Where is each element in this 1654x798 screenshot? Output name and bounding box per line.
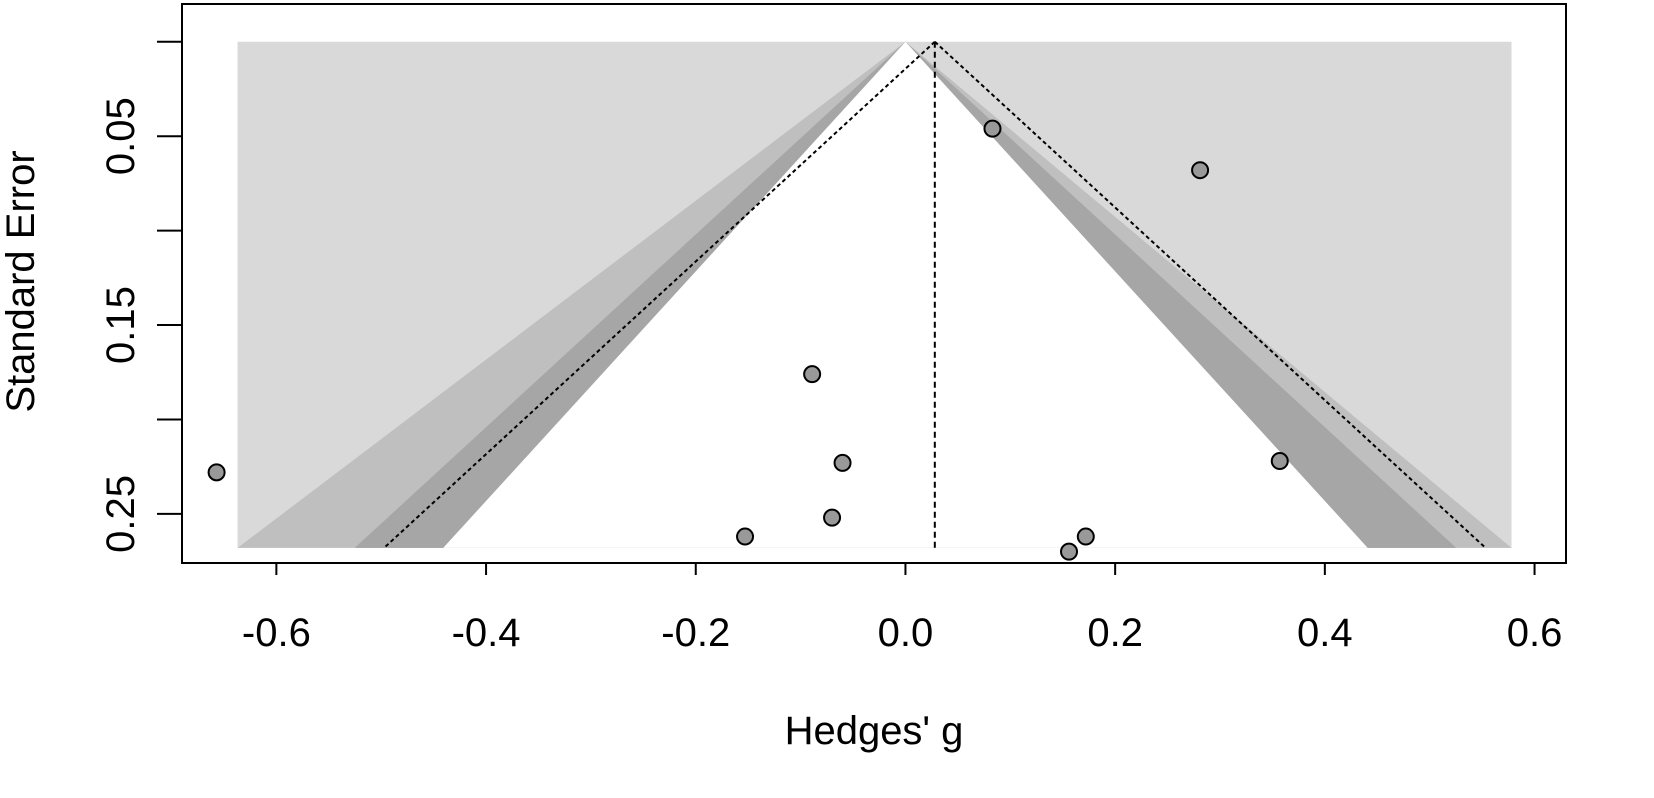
x-axis-label: Hedges' g (785, 709, 964, 753)
study-points (207, 119, 1289, 561)
study-point-7 (823, 508, 842, 527)
study-point-8 (736, 527, 755, 546)
study-point-3 (803, 365, 822, 384)
study-point-6 (207, 463, 226, 482)
x-tick-label: 0.2 (1087, 611, 1143, 655)
study-point-9 (1076, 527, 1095, 546)
x-tick-label: -0.2 (661, 611, 730, 655)
x-tick-label: 0.0 (878, 611, 934, 655)
study-point-4 (833, 453, 852, 472)
significance-contours (237, 41, 1512, 548)
contour-region-z1645 (443, 41, 1368, 548)
x-tick-label: -0.4 (452, 611, 521, 655)
x-tick-label: 0.6 (1507, 611, 1563, 655)
funnel-guide-lines (383, 41, 1487, 549)
plot-frame (181, 3, 1567, 564)
x-tick-label: -0.6 (242, 611, 311, 655)
study-point-5 (1270, 452, 1289, 471)
study-point-1 (983, 119, 1002, 138)
x-tick-label: 0.4 (1297, 611, 1353, 655)
y-tick-label: 0.05 (99, 97, 143, 175)
study-point-10 (1060, 542, 1079, 561)
y-axis-label: Standard Error (0, 150, 43, 412)
y-tick-label: 0.15 (99, 286, 143, 364)
funnel-right-guide (934, 41, 1487, 549)
x-axis: -0.6 -0.4 -0.2 0.0 0.2 0.4 0.6 (242, 563, 1562, 655)
funnel-left-guide (383, 41, 936, 549)
y-tick-label: 0.25 (99, 475, 143, 553)
study-point-2 (1191, 161, 1210, 180)
y-axis: 0.05 0.15 0.25 (99, 40, 182, 553)
